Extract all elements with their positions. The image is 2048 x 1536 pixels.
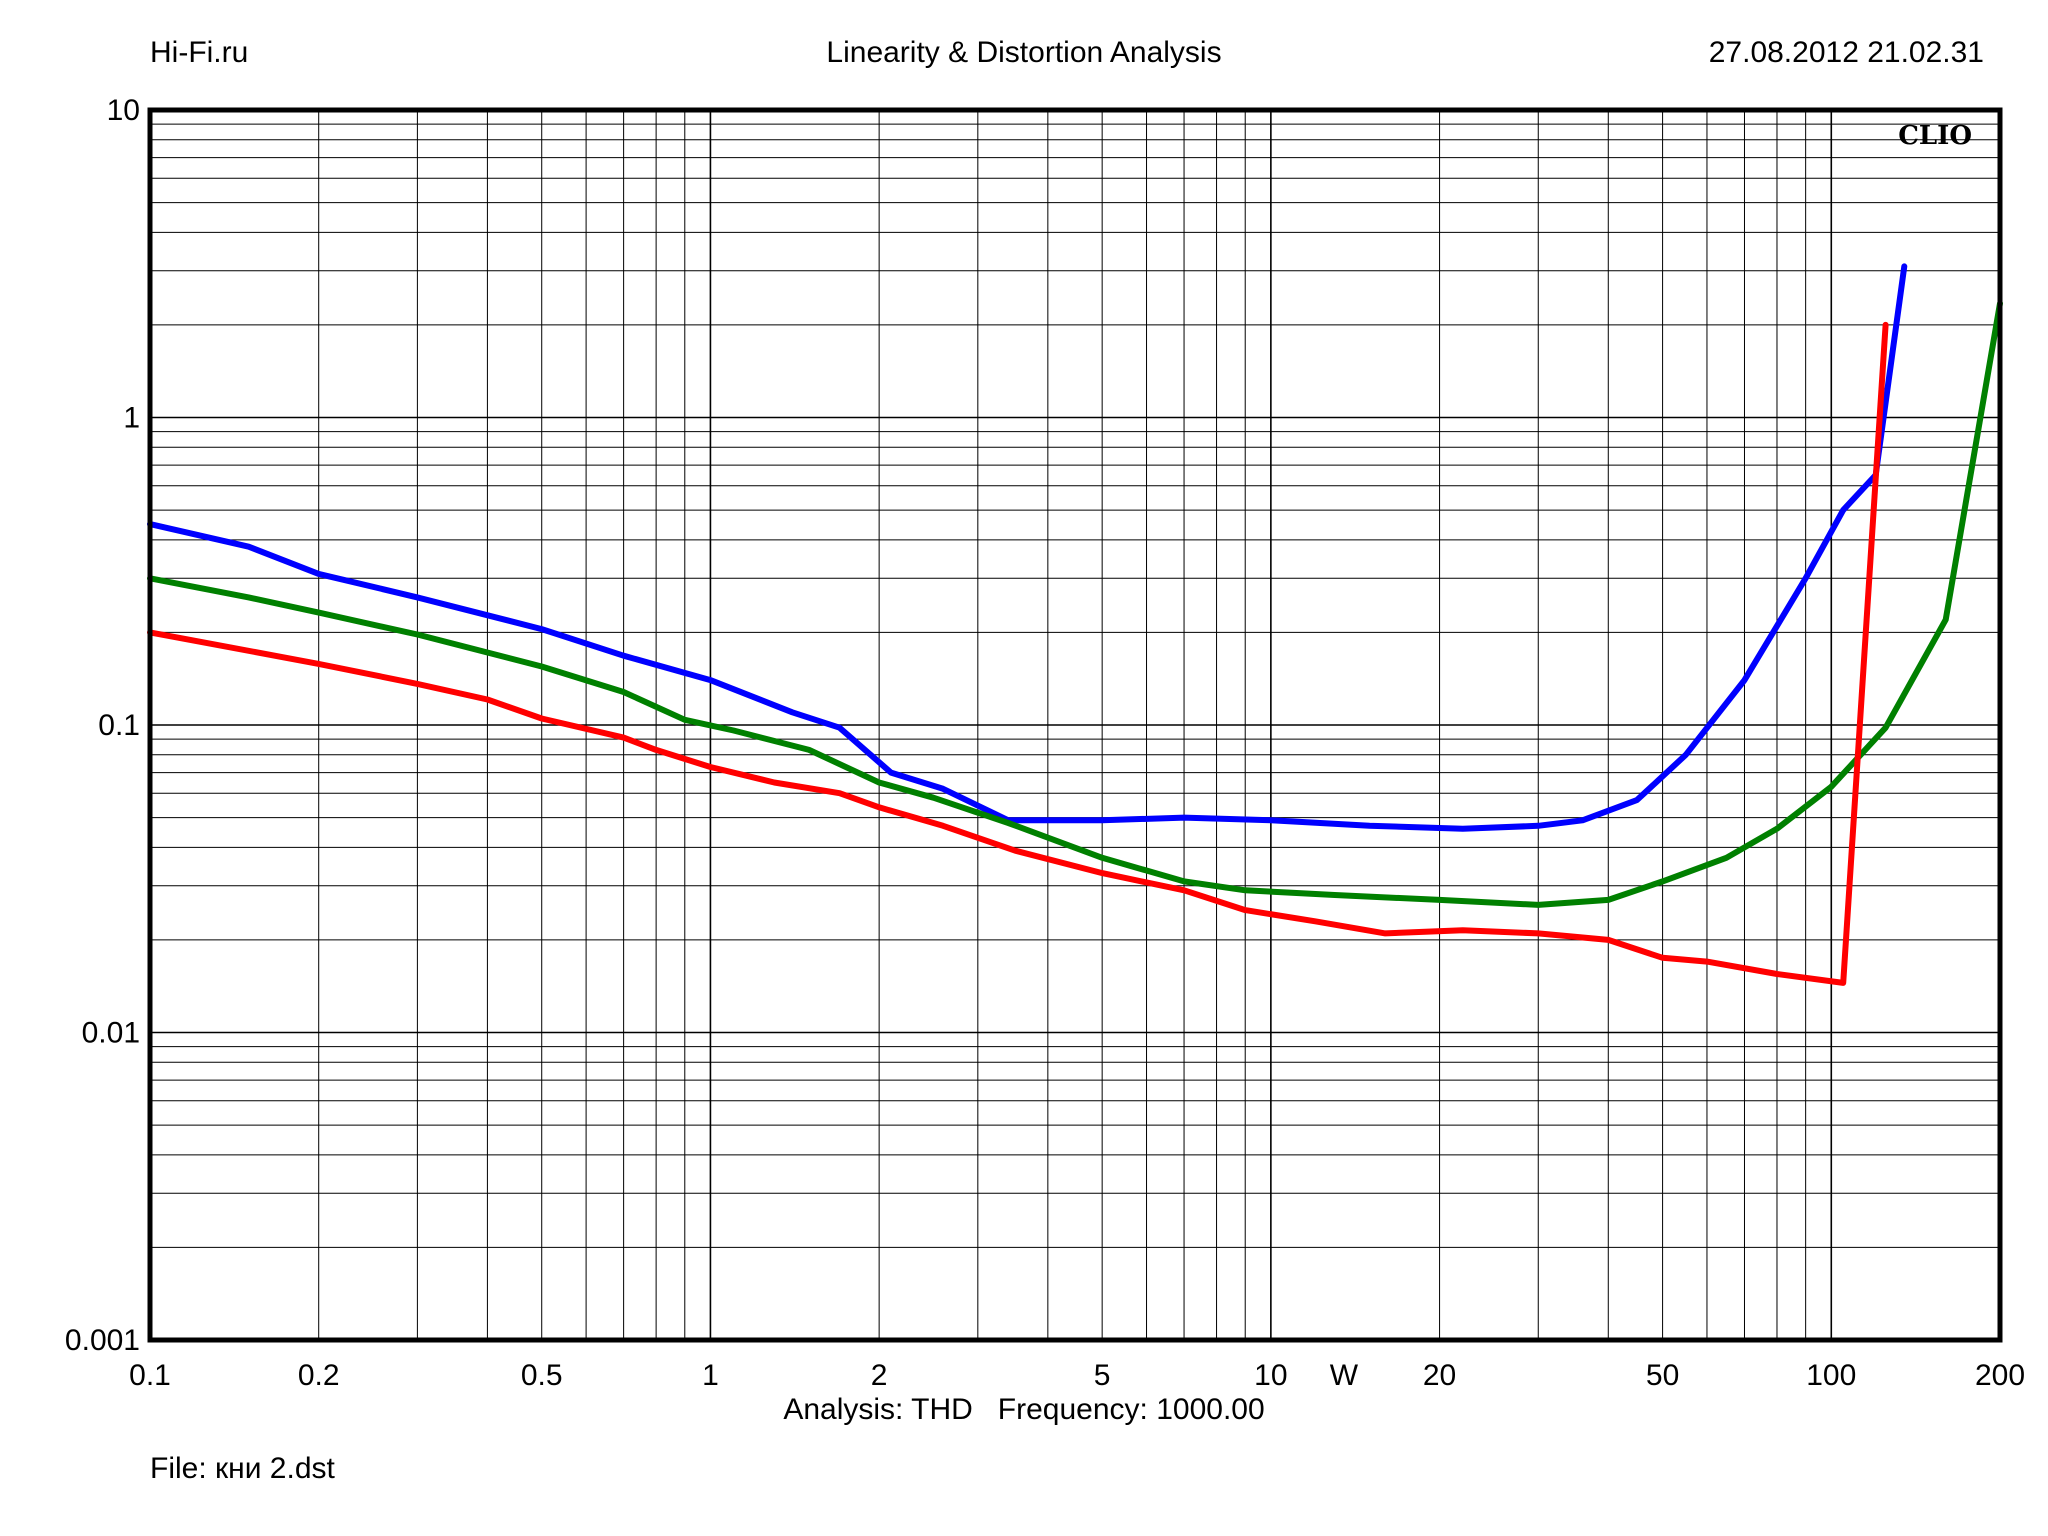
series-line-3 bbox=[147, 321, 1889, 986]
x-axis-label: W bbox=[1330, 1359, 1359, 1392]
series-line-2 bbox=[147, 300, 2003, 908]
file-name: File: кни 2.dst bbox=[150, 1452, 335, 1485]
header-left: Hi-Fi.ru bbox=[150, 36, 249, 69]
y-tick-label: 0.1 bbox=[98, 709, 140, 742]
y-tick-label: 0.001 bbox=[65, 1324, 140, 1357]
chart-title: Linearity & Distortion Analysis bbox=[826, 36, 1222, 69]
x-tick-label: 0.5 bbox=[521, 1359, 563, 1392]
x-tick-label: 0.1 bbox=[129, 1359, 171, 1392]
x-tick-label: 20 bbox=[1423, 1359, 1456, 1392]
x-tick-label: 2 bbox=[871, 1359, 888, 1392]
x-tick-label: 0.2 bbox=[298, 1359, 340, 1392]
y-tick-label: 10 bbox=[107, 94, 140, 127]
analysis-info: Analysis: THD Frequency: 1000.00 bbox=[783, 1393, 1265, 1426]
x-tick-label: 10 bbox=[1254, 1359, 1287, 1392]
x-axis-ticks: 0.1 0.2 0.5 1 2 5 10 20 50 100 200 bbox=[129, 1359, 2025, 1392]
x-tick-label: 200 bbox=[1975, 1359, 2025, 1392]
x-tick-label: 50 bbox=[1646, 1359, 1679, 1392]
x-tick-label: 5 bbox=[1094, 1359, 1111, 1392]
header-timestamp: 27.08.2012 21.02.31 bbox=[1708, 36, 1984, 69]
grid bbox=[150, 110, 2000, 1341]
plot-frame bbox=[147, 107, 2003, 1343]
y-axis-ticks: 10 1 0.1 0.01 0.001 bbox=[65, 94, 140, 1357]
y-tick-label: 0.01 bbox=[82, 1017, 140, 1050]
series-line-1 bbox=[147, 263, 1908, 832]
x-tick-label: 100 bbox=[1806, 1359, 1856, 1392]
series-group bbox=[147, 263, 2003, 986]
x-tick-label: 1 bbox=[702, 1359, 719, 1392]
y-tick-label: 1 bbox=[123, 402, 140, 435]
clio-watermark: CLIO bbox=[1898, 121, 1972, 151]
